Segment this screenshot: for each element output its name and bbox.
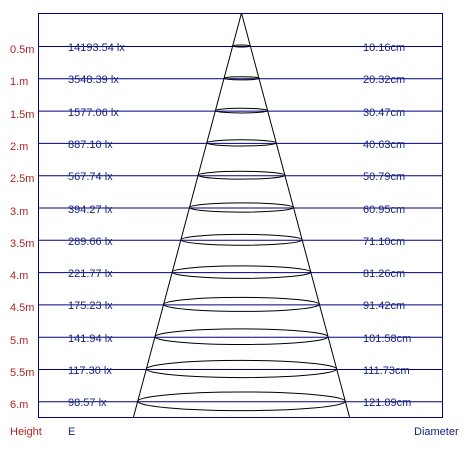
- beam-cross-sections: [137, 44, 346, 412]
- diameter-label: 81.26cm: [363, 268, 406, 281]
- height-label: 1.m: [10, 76, 29, 89]
- diameter-label: 101.58cm: [363, 332, 412, 345]
- illuminance-label: 567.74 lx: [68, 171, 113, 184]
- diameter-label: 20.32cm: [363, 74, 406, 87]
- height-label: 5.m: [10, 334, 29, 347]
- row-lines: [38, 46, 443, 403]
- beam-ellipse: [189, 202, 294, 213]
- illuminance-axis-label: E: [68, 426, 76, 438]
- diameter-label: 30.47cm: [363, 106, 406, 119]
- height-label: 3.m: [10, 205, 29, 218]
- diameter-label: 60.95cm: [363, 203, 406, 216]
- cone-left-edge: [133, 12, 242, 418]
- diameter-label: 40.63cm: [363, 138, 406, 151]
- height-label: 6.m: [10, 399, 29, 412]
- beam-ellipse: [197, 170, 286, 180]
- beam-ellipse: [163, 296, 320, 312]
- illuminance-label: 175.23 lx: [68, 300, 113, 313]
- beam-ellipse: [171, 265, 312, 279]
- beam-ellipse: [223, 76, 260, 81]
- illuminance-label: 98.57 lx: [68, 397, 107, 410]
- illuminance-label: 394.27 lx: [68, 203, 113, 216]
- beam-ellipse: [180, 233, 303, 246]
- illuminance-label: 221.77 lx: [68, 268, 113, 281]
- beam-ellipse: [206, 139, 277, 147]
- height-label: 4.m: [10, 270, 29, 283]
- beam-ellipse: [145, 359, 338, 379]
- diameter-label: 121.89cm: [363, 397, 412, 410]
- illuminance-label: 14193.54 lx: [68, 42, 125, 54]
- height-axis-label: Height: [10, 426, 42, 438]
- beam-ellipse: [214, 107, 269, 114]
- diagram-border: [38, 13, 443, 418]
- diameter-label: 111.73cm: [363, 365, 410, 377]
- illuminance-label: 1577.06 lx: [68, 106, 119, 119]
- beam-ellipse: [232, 44, 251, 48]
- diameter-label: 10.16cm: [363, 42, 406, 54]
- beam-cone: [133, 12, 350, 418]
- illuminance-label: 3548.39 lx: [68, 74, 119, 87]
- illuminance-label: 117.30 lx: [68, 365, 112, 377]
- height-label: 2.m: [10, 140, 29, 153]
- diameter-label: 91.42cm: [363, 300, 406, 313]
- cone-right-edge: [241, 12, 350, 418]
- height-label: 1.5m: [10, 108, 35, 121]
- illuminance-label: 141.94 lx: [68, 332, 113, 345]
- height-label: 4.5m: [10, 302, 35, 315]
- height-label: 3.5m: [10, 237, 35, 250]
- height-label: 5.5m: [10, 367, 35, 379]
- illuminance-label: 289.66 lx: [68, 235, 113, 248]
- height-label: 2.5m: [10, 173, 35, 186]
- diameter-label: 71.10cm: [363, 235, 406, 248]
- beam-ellipse: [154, 328, 329, 345]
- diameter-axis-label: Diameter: [414, 426, 459, 438]
- beam-ellipse: [137, 391, 346, 412]
- diameter-label: 50.79cm: [363, 171, 406, 184]
- height-label: 0.5m: [10, 44, 35, 56]
- illuminance-label: 887.10 lx: [68, 138, 113, 151]
